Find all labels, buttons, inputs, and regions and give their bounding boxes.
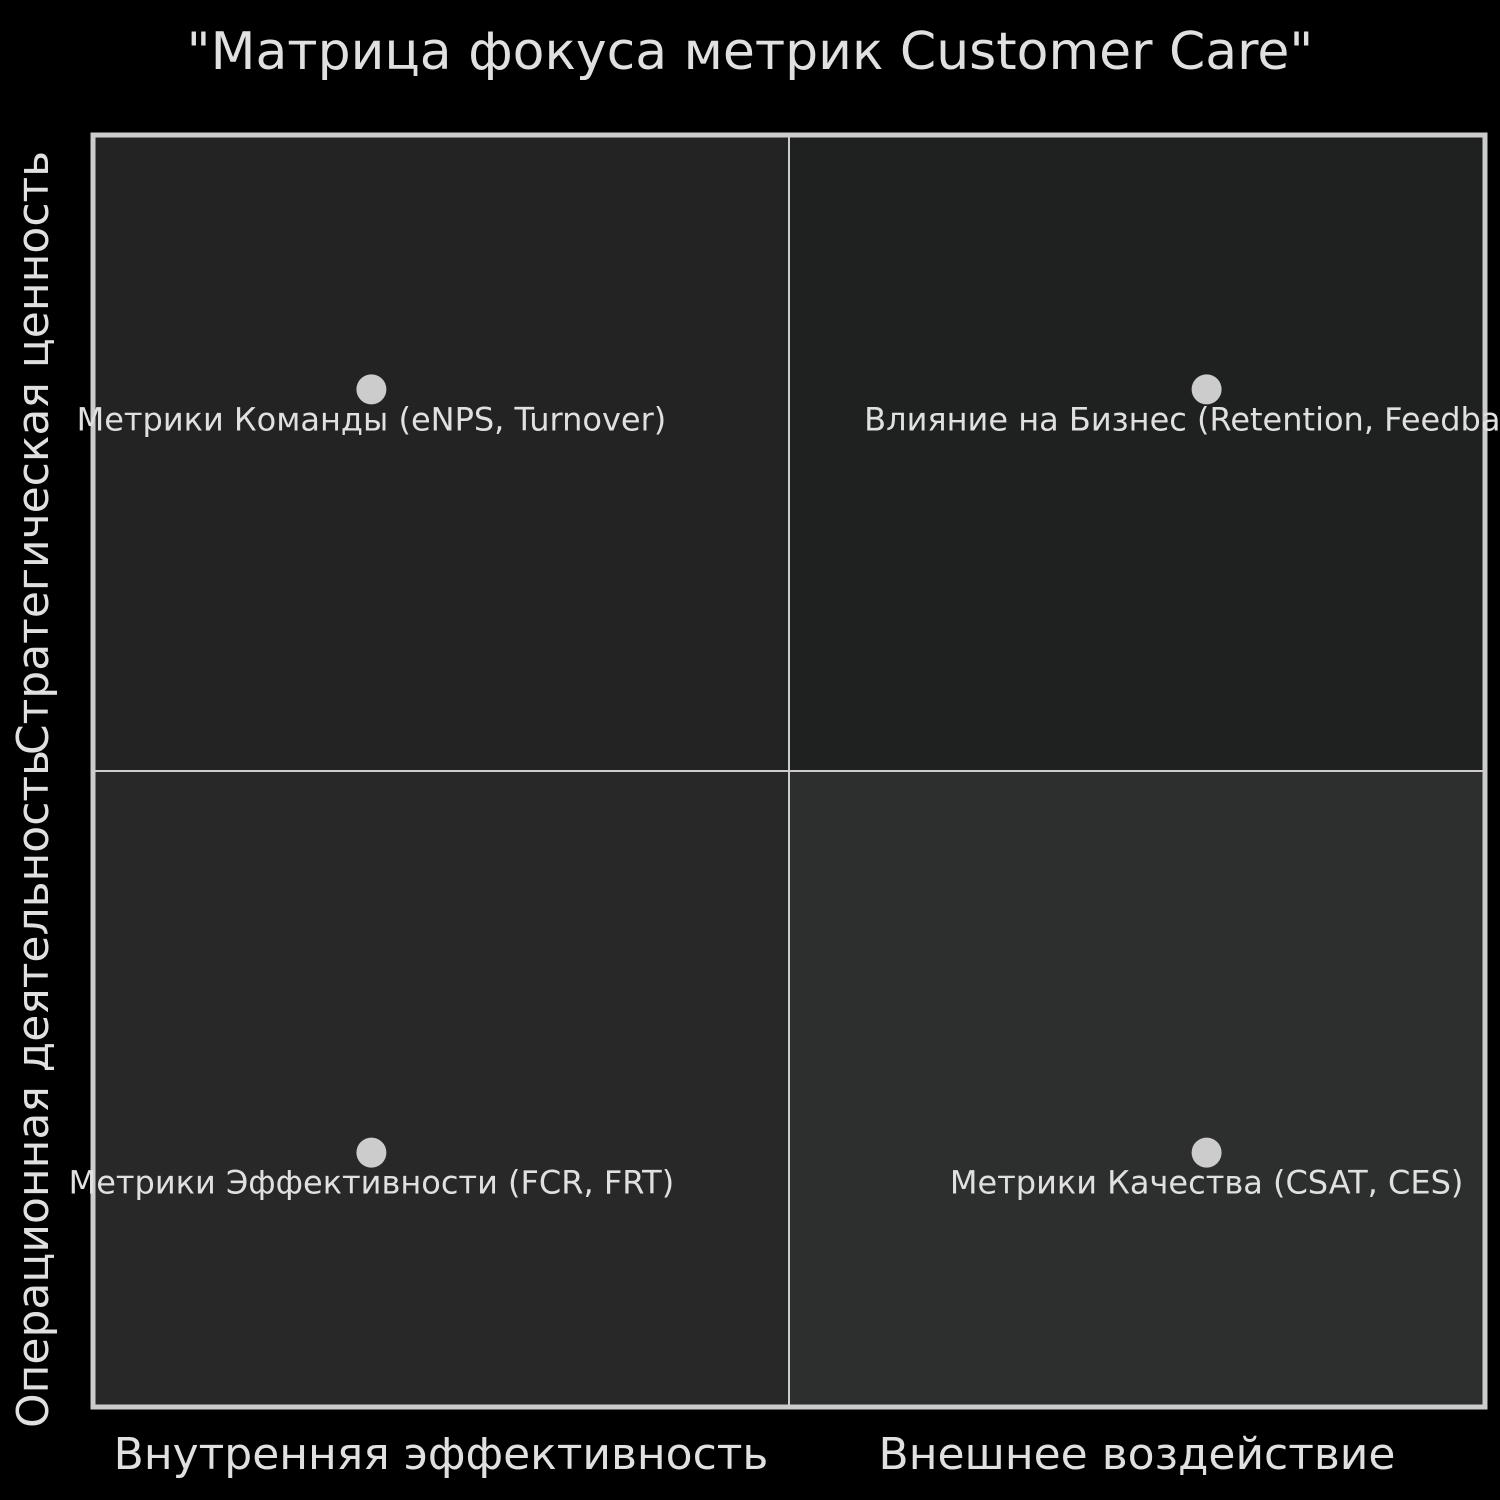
quadrant-bottom-left — [93, 771, 789, 1407]
x-axis-label: Внешнее воздействие — [879, 1429, 1396, 1480]
quadrant-bottom-right — [789, 771, 1485, 1407]
quadrant-top-right — [789, 135, 1485, 771]
point — [356, 374, 387, 405]
y-axis-label: Стратегическая ценность — [8, 151, 59, 755]
x-axis-label: Внутренняя эффективность — [114, 1429, 769, 1480]
border — [90, 132, 1488, 1410]
point-label: Влияние на Бизнес (Retention, Feedback) — [864, 400, 1500, 438]
point-label: Метрики Команды (eNPS, Turnover) — [77, 400, 667, 438]
y-axis-label: Операционная деятельность — [8, 750, 59, 1428]
quadrant-top-left — [93, 135, 789, 771]
point-label: Метрики Качества (CSAT, CES) — [950, 1164, 1464, 1202]
chart-title: "Матрица фокуса метрик Customer Care" — [187, 22, 1314, 82]
point — [1191, 1137, 1222, 1168]
point — [356, 1137, 387, 1168]
point-label: Метрики Эффективности (FCR, FRT) — [69, 1164, 675, 1202]
point — [1191, 374, 1222, 405]
